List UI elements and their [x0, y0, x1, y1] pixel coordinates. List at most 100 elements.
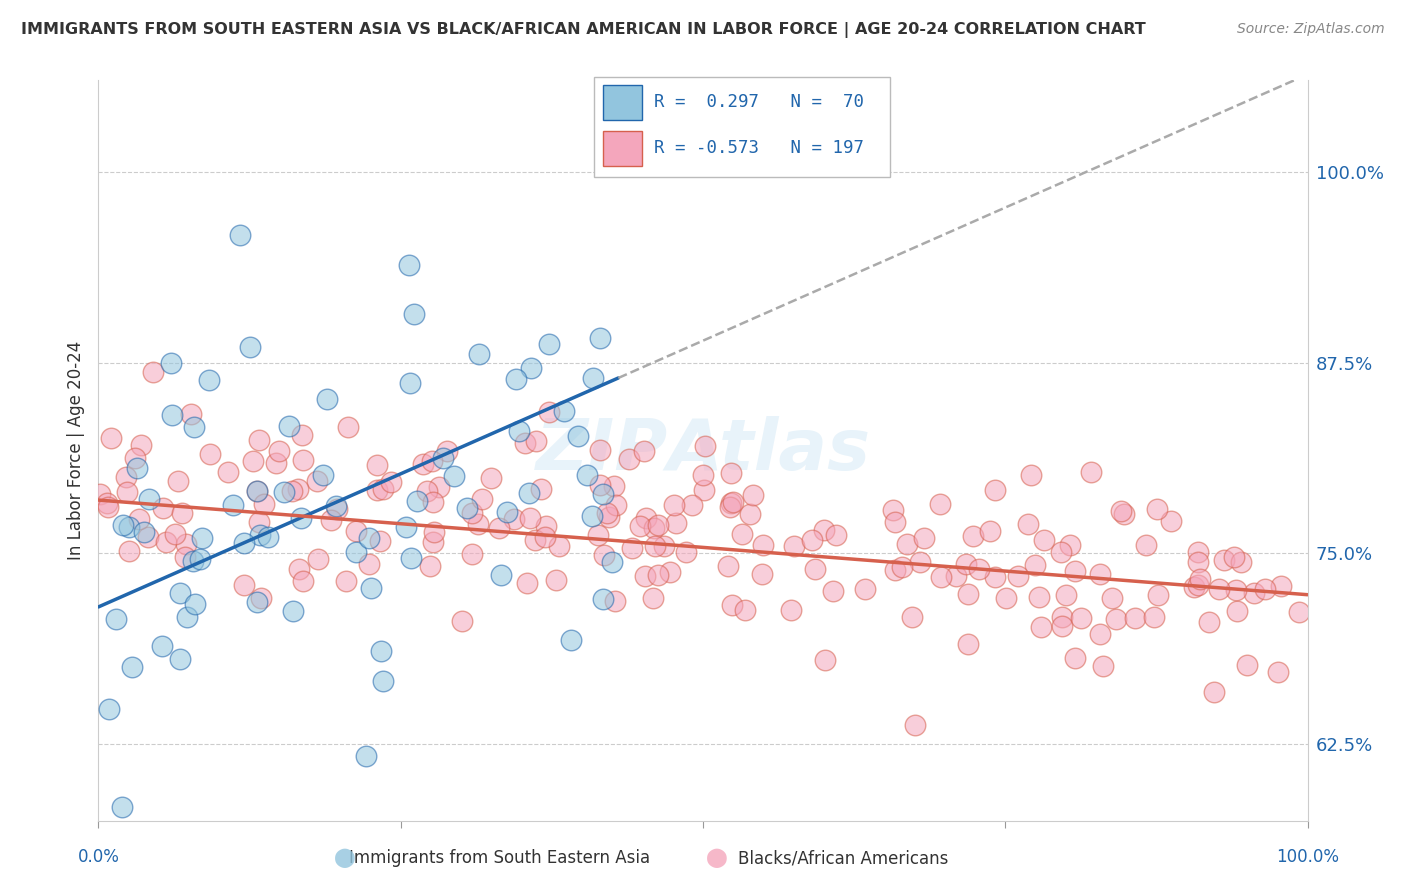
Point — [962, 529, 984, 543]
Point — [266, 456, 288, 470]
Text: R =  0.297   N =  70: R = 0.297 N = 70 — [654, 93, 865, 111]
Point — [1230, 555, 1253, 569]
Point — [246, 484, 269, 499]
Point — [534, 530, 557, 544]
Point — [398, 376, 420, 391]
Point — [256, 530, 278, 544]
Point — [823, 584, 845, 599]
Point — [994, 591, 1017, 606]
Point — [595, 506, 617, 520]
Point — [1031, 619, 1053, 633]
Point — [222, 498, 245, 512]
Text: Source: ZipAtlas.com: Source: ZipAtlas.com — [1237, 22, 1385, 37]
Point — [524, 434, 547, 448]
Point — [370, 643, 392, 657]
Point — [173, 549, 195, 564]
Point — [634, 569, 657, 583]
Point — [1024, 558, 1046, 572]
Point — [131, 437, 153, 451]
Point — [233, 536, 256, 550]
Point — [422, 524, 444, 539]
Point — [804, 562, 827, 576]
Point — [181, 554, 204, 568]
Point — [136, 530, 159, 544]
Point — [246, 595, 269, 609]
Y-axis label: In Labor Force | Age 20-24: In Labor Force | Age 20-24 — [67, 341, 86, 560]
Point — [598, 510, 620, 524]
Point — [436, 443, 458, 458]
Point — [198, 373, 221, 387]
Point — [461, 547, 484, 561]
Point — [89, 487, 111, 501]
Point — [1243, 586, 1265, 600]
Point — [903, 717, 925, 731]
Point — [1050, 619, 1073, 633]
Point — [366, 483, 388, 498]
Point — [1105, 612, 1128, 626]
Point — [357, 531, 380, 545]
Point — [1236, 657, 1258, 672]
Point — [398, 258, 420, 272]
Point — [250, 591, 273, 605]
Point — [404, 307, 426, 321]
Point — [183, 420, 205, 434]
Point — [1187, 545, 1209, 559]
Point — [247, 515, 270, 529]
Point — [644, 539, 666, 553]
Point — [824, 528, 846, 542]
Point — [945, 569, 967, 583]
Point — [1114, 507, 1136, 521]
Point — [593, 548, 616, 562]
Point — [813, 652, 835, 666]
Point — [1007, 568, 1029, 582]
Point — [1146, 502, 1168, 516]
Point — [380, 475, 402, 490]
Point — [505, 372, 527, 386]
Bar — [603, 85, 643, 120]
Point — [517, 486, 540, 500]
Point — [422, 534, 444, 549]
Point — [957, 587, 980, 601]
Point — [468, 347, 491, 361]
Point — [647, 567, 669, 582]
Point — [1225, 582, 1247, 597]
Point — [97, 500, 120, 515]
Point — [291, 574, 314, 588]
Point — [368, 534, 391, 549]
Point — [537, 405, 560, 419]
Point — [900, 609, 922, 624]
Point — [1050, 545, 1073, 559]
Point — [908, 555, 931, 569]
Point — [884, 515, 907, 529]
Point — [603, 479, 626, 493]
Point — [855, 582, 877, 596]
Point — [253, 496, 276, 510]
Point — [335, 574, 357, 589]
Point — [180, 407, 202, 421]
Point — [100, 431, 122, 445]
Point — [316, 392, 339, 406]
Point — [891, 560, 914, 574]
Point — [305, 474, 328, 488]
Point — [1160, 515, 1182, 529]
Point — [665, 516, 688, 530]
Point — [121, 660, 143, 674]
Point — [290, 511, 312, 525]
Point — [471, 492, 494, 507]
Point — [634, 511, 657, 525]
Point — [239, 340, 262, 354]
Point — [198, 447, 221, 461]
Point — [277, 419, 299, 434]
Point — [1288, 605, 1310, 619]
Point — [548, 539, 571, 553]
Point — [422, 494, 444, 508]
Point — [371, 482, 394, 496]
Point — [96, 496, 118, 510]
Point — [1223, 550, 1246, 565]
Point — [1019, 467, 1042, 482]
Point — [228, 228, 250, 243]
Point — [495, 505, 517, 519]
Point — [287, 562, 309, 576]
Point — [174, 537, 197, 551]
Point — [589, 477, 612, 491]
